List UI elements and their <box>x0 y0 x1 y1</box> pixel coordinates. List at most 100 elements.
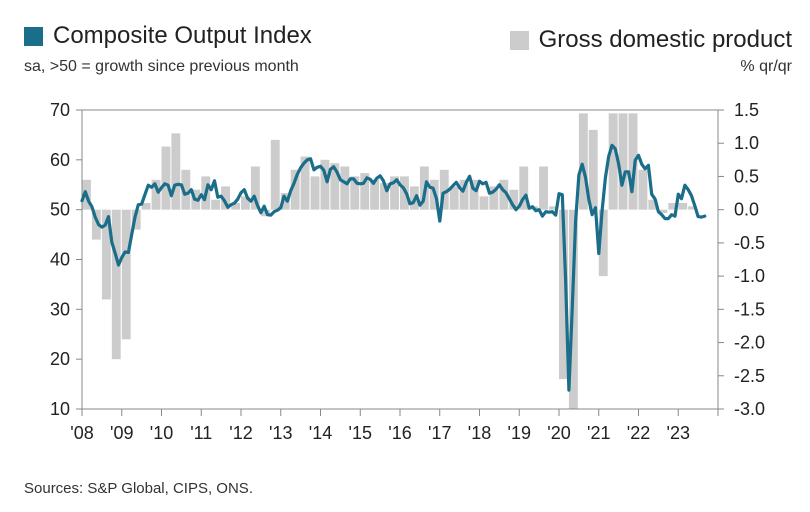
gdp-bar <box>370 179 380 210</box>
gdp-bar <box>151 179 161 210</box>
x-tick-label: '19 <box>508 423 531 443</box>
gdp-bar <box>658 209 668 213</box>
gdp-bars <box>82 113 698 409</box>
right-axis-subtitle: % qr/qr <box>740 58 792 75</box>
gdp-bar <box>688 206 698 210</box>
gdp-bar <box>668 203 678 210</box>
gdp-bar <box>678 203 688 210</box>
gdp-bar <box>489 186 499 210</box>
chart-axes <box>76 109 724 416</box>
gdp-bar <box>380 183 389 210</box>
left-tick-label: 60 <box>50 150 70 170</box>
gdp-bar <box>300 156 310 210</box>
tick-labels: 10 20 30 40 50 60 70 1.5 1.0 0.5 0.0 -0.5 -1.0 -1.5 -2… <box>50 100 765 443</box>
gdp-bar <box>539 166 548 210</box>
right-tick-label: 1.5 <box>734 100 759 120</box>
left-tick-label: 10 <box>50 399 70 419</box>
legend-swatch-gdp <box>509 30 529 50</box>
left-tick-label: 20 <box>50 349 70 369</box>
gdp-bar <box>598 209 608 277</box>
gdp-bar <box>449 186 459 210</box>
legend-swatch-composite <box>24 26 43 46</box>
x-tick-label: '23 <box>667 423 690 443</box>
legend-composite: Composite Output Index <box>24 22 312 50</box>
chart-svg: 10 20 30 40 50 60 70 1.5 1.0 0.5 0.0 -0.5 -1.0 -1.5 -2… <box>50 100 765 443</box>
right-tick-label: 0.5 <box>734 166 759 186</box>
right-tick-label: 0.0 <box>734 200 759 220</box>
gdp-bar <box>290 169 300 210</box>
gdp-bar <box>250 166 260 210</box>
gdp-bar <box>91 209 101 240</box>
legend-gdp: Gross domestic product <box>509 26 792 54</box>
gdp-bar <box>340 166 350 210</box>
x-tick-label: '15 <box>349 423 372 443</box>
gdp-bar <box>231 203 240 210</box>
x-tick-label: '20 <box>547 423 570 443</box>
gdp-bar <box>111 209 121 360</box>
gdp-bar <box>360 173 370 210</box>
gdp-bar <box>330 163 340 210</box>
x-tick-label: '09 <box>110 423 133 443</box>
gdp-bar <box>101 209 111 300</box>
x-tick-label: '18 <box>468 423 491 443</box>
pmi-line-group <box>80 143 707 392</box>
x-tick-label: '08 <box>70 423 93 443</box>
gdp-bar <box>618 113 628 210</box>
gdp-bar <box>549 206 558 210</box>
gdp-bar <box>459 179 469 210</box>
x-tick-label: '17 <box>428 423 451 443</box>
legend-label-composite: Composite Output Index <box>53 22 312 49</box>
gdp-bar <box>121 209 131 340</box>
gdp-bar <box>578 113 588 210</box>
gdp-bar <box>439 169 449 210</box>
gdp-bar <box>320 159 330 210</box>
gdp-bar <box>241 196 250 210</box>
gdp-bar <box>648 199 658 210</box>
gdp-bar <box>131 209 141 230</box>
gdp-bar <box>559 209 568 380</box>
left-tick-label: 30 <box>50 299 70 319</box>
right-tick-label: -2.0 <box>734 333 765 353</box>
gdp-bar <box>270 139 280 210</box>
gdp-bar <box>588 129 598 210</box>
left-tick-label: 50 <box>50 200 70 220</box>
x-tick-label: '21 <box>587 423 610 443</box>
x-tick-label: '12 <box>229 423 252 443</box>
x-tick-label: '14 <box>309 423 332 443</box>
composite-output-line <box>80 143 707 392</box>
gdp-bar <box>608 113 618 210</box>
gdp-bar <box>628 113 638 210</box>
left-axis-subtitle: sa, >50 = growth since previous month <box>24 58 299 75</box>
x-tick-label: '10 <box>150 423 173 443</box>
right-tick-label: -0.5 <box>734 233 765 253</box>
gdp-bar <box>509 189 519 210</box>
gdp-bar <box>310 176 320 210</box>
x-tick-label: '11 <box>190 423 212 443</box>
gdp-bar <box>211 199 221 210</box>
source-note: Sources: S&P Global, CIPS, ONS. <box>24 480 253 497</box>
left-tick-label: 70 <box>50 100 70 120</box>
gdp-bar <box>141 203 151 210</box>
x-tick-label: '13 <box>269 423 292 443</box>
right-tick-label: -1.5 <box>734 299 765 319</box>
left-tick-label: 40 <box>50 250 70 270</box>
right-tick-label: -2.5 <box>734 366 765 386</box>
gdp-bar <box>638 169 648 210</box>
gdp-bar <box>390 176 399 210</box>
gdp-bar <box>221 186 230 210</box>
gdp-bar <box>161 146 171 210</box>
legend-label-gdp: Gross domestic product <box>538 26 792 53</box>
right-tick-label: -1.0 <box>734 266 765 286</box>
gdp-bar <box>469 179 479 210</box>
x-tick-label: '16 <box>388 423 411 443</box>
gdp-bar <box>280 193 290 210</box>
gdp-bar <box>171 133 181 210</box>
x-tick-label: '22 <box>627 423 650 443</box>
gdp-bar <box>519 166 529 210</box>
gdp-bar <box>479 196 489 210</box>
gdp-bar <box>350 176 360 210</box>
right-tick-label: 1.0 <box>734 133 759 153</box>
gdp-bar <box>499 179 509 210</box>
gdp-bar <box>181 169 191 210</box>
right-tick-label: -3.0 <box>734 399 765 419</box>
